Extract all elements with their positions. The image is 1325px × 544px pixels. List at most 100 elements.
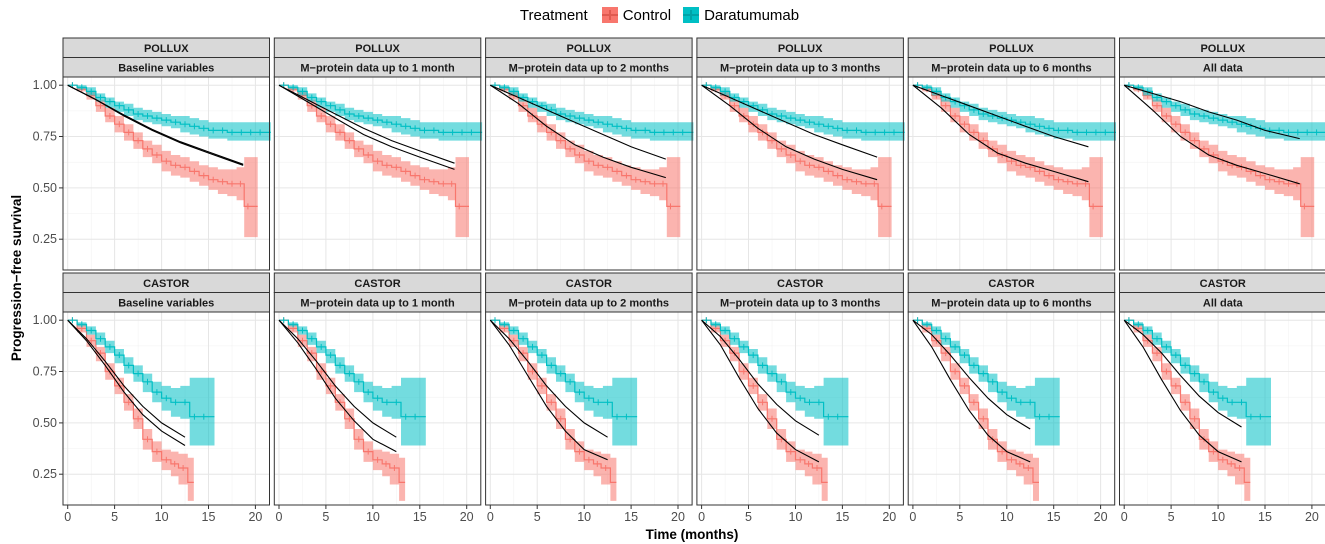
strip-bottom-label: M−protein data up to 6 months: [931, 63, 1091, 75]
x-tick-label: 5: [322, 510, 329, 524]
x-tick-label: 15: [202, 510, 216, 524]
panel-2: POLLUX M−protein data up to 2 months: [485, 37, 694, 271]
predicted-curve-1: [1123, 319, 1242, 463]
predicted-curve-0: [701, 84, 878, 158]
ci-band-daratumumab: [1124, 320, 1271, 446]
ci-band-daratumumab: [279, 85, 483, 141]
strip-top-label: CASTOR: [1200, 278, 1246, 290]
panel-border: [62, 76, 270, 271]
panel-border: [485, 311, 693, 506]
panel-border: [273, 311, 482, 506]
strip-top-label: CASTOR: [143, 278, 189, 290]
km-line-daratumumab: [701, 84, 905, 133]
ci-band-daratumumab: [701, 85, 905, 141]
panel-border: [696, 311, 904, 506]
panel-border: [907, 311, 1116, 506]
y-tick-label: 0.25: [33, 232, 57, 246]
strip-bottom-label: All data: [1203, 298, 1244, 310]
km-line-daratumumab: [912, 84, 1116, 133]
km-line-daratumumab: [912, 319, 1060, 418]
x-tick-label: 0: [276, 510, 283, 524]
km-line-daratumumab: [279, 319, 426, 418]
x-tick-label: 0: [487, 510, 494, 524]
legend-label-daratumumab: Daratumumab: [704, 6, 800, 24]
panel-border: [273, 76, 482, 271]
x-tick-label: 20: [671, 510, 685, 524]
predicted-curve-0: [912, 319, 1031, 430]
y-tick-label: 0.75: [33, 365, 57, 379]
y-tick-label: 0.50: [33, 181, 57, 195]
km-line-daratumumab: [1124, 319, 1271, 418]
km-line-daratumumab: [279, 84, 483, 133]
strip-bottom-label: Baseline variables: [118, 298, 214, 310]
ci-band-daratumumab: [701, 320, 849, 446]
predicted-curve-1: [67, 319, 186, 446]
x-tick-label: 15: [1047, 510, 1061, 524]
panel-3: POLLUX M−protein data up to 3 months: [696, 37, 905, 271]
legend-key-control: [601, 7, 618, 23]
strip-bottom-label: All data: [1203, 63, 1244, 75]
km-line-daratumumab: [490, 319, 638, 418]
strip-top-label: CASTOR: [988, 278, 1034, 290]
y-tick-label: 1.00: [33, 313, 57, 327]
panel-5: POLLUX All data: [1119, 37, 1325, 271]
strip-bottom-label: M−protein data up to 2 months: [509, 63, 669, 75]
ci-band-control: [67, 320, 194, 501]
x-tick-label: 0: [698, 510, 705, 524]
panel-4: POLLUX M−protein data up to 6 months: [907, 37, 1116, 271]
x-tick-label: 5: [111, 510, 118, 524]
x-tick-label: 5: [1168, 510, 1175, 524]
predicted-curve-1: [278, 84, 455, 170]
panel-border: [1119, 76, 1325, 271]
strip-bottom-label: M−protein data up to 1 month: [300, 298, 455, 310]
predicted-curve-0: [490, 84, 666, 160]
panel-8: CASTOR M−protein data up to 2 months 0 5 10 1…: [485, 272, 693, 524]
ci-band-daratumumab: [67, 85, 271, 141]
panel-7: CASTOR M−protein data up to 1 month 0 5 10 15…: [273, 272, 482, 524]
ci-band-control: [279, 320, 406, 501]
x-tick-label: 5: [956, 510, 963, 524]
x-tick-label: 10: [577, 510, 591, 524]
km-line-daratumumab: [490, 84, 694, 133]
panel-1: POLLUX M−protein data up to 1 month: [273, 37, 483, 271]
panel-border: [485, 76, 693, 271]
strip-top-label: CASTOR: [566, 278, 612, 290]
ci-band-daratumumab: [490, 320, 638, 446]
predicted-curve-0: [1123, 319, 1242, 428]
predicted-curve-1: [1123, 84, 1300, 185]
predicted-curve-0: [1124, 84, 1300, 140]
panel-6: CASTOR Baseline variables 1.00 0.75 0.50 0.25…: [33, 272, 270, 524]
km-line-daratumumab: [1124, 84, 1325, 133]
ci-band-control: [912, 320, 1039, 501]
predicted-curve-0: [278, 319, 397, 438]
x-tick-label: 20: [1305, 510, 1319, 524]
strip-top-label: POLLUX: [144, 43, 189, 55]
panel-border: [1119, 311, 1325, 506]
predicted-curve-1: [489, 84, 666, 179]
km-line-daratumumab: [67, 84, 271, 133]
y-tick-label: 0.50: [33, 416, 57, 430]
y-axis-title: Progression−free survival: [9, 195, 24, 361]
legend-key-daratumumab: [683, 7, 700, 23]
ci-band-daratumumab: [1124, 85, 1325, 141]
strip-bottom-label: M−protein data up to 3 months: [720, 63, 880, 75]
ci-band-daratumumab: [912, 320, 1060, 446]
x-tick-label: 10: [1000, 510, 1014, 524]
legend-label-control: Control: [622, 6, 672, 24]
x-tick-label: 15: [1258, 510, 1272, 524]
x-tick-label: 20: [1094, 510, 1108, 524]
strip-top-label: POLLUX: [355, 43, 400, 55]
x-tick-label: 10: [1211, 510, 1225, 524]
ci-band-daratumumab: [279, 320, 426, 446]
x-tick-label: 5: [534, 510, 541, 524]
ci-band-daratumumab: [912, 85, 1116, 141]
x-tick-label: 20: [460, 510, 474, 524]
x-tick-label: 10: [789, 510, 803, 524]
predicted-curve-1: [701, 319, 820, 463]
panel-border: [696, 76, 904, 271]
predicted-curve-1: [912, 84, 1089, 183]
ci-band-control: [701, 320, 828, 501]
strip-bottom-label: M−protein data up to 6 months: [931, 298, 1091, 310]
x-tick-label: 20: [248, 510, 262, 524]
